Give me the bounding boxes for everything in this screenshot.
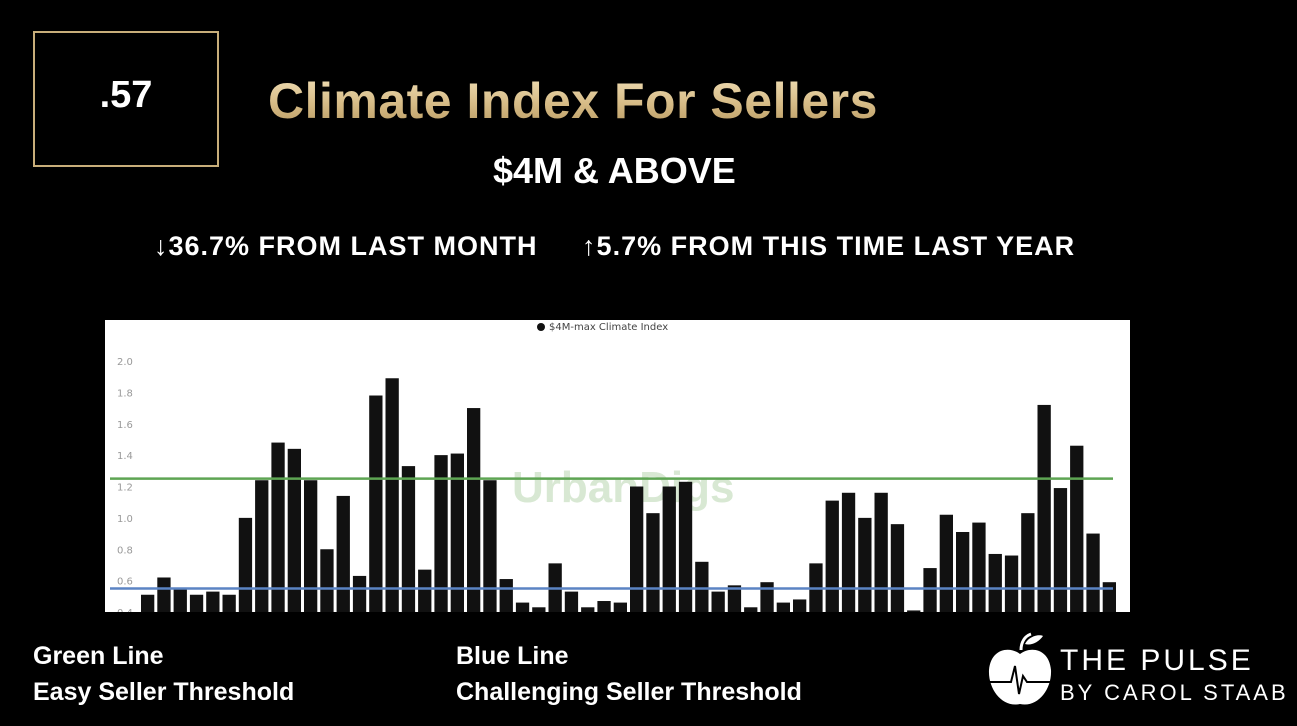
bar xyxy=(890,524,905,612)
bar xyxy=(189,594,204,612)
blue-line-note: Blue Line Challenging Seller Threshold xyxy=(456,638,802,710)
bar xyxy=(434,455,448,612)
arrow-up-icon: ↑ xyxy=(582,231,597,261)
bar xyxy=(1037,404,1051,612)
bar xyxy=(776,602,790,612)
logo-text: THE PULSE BY CAROL STAAB xyxy=(1060,645,1289,709)
bar xyxy=(467,408,481,612)
bar xyxy=(369,395,383,612)
bar xyxy=(825,500,839,612)
bar xyxy=(515,602,530,612)
green-line-title: Green Line xyxy=(33,642,164,670)
index-value-badge: .57 xyxy=(33,31,219,167)
green-line-note: Green Line Easy Seller Threshold xyxy=(33,638,294,710)
bar xyxy=(385,378,399,612)
y-tick-label: 0.8 xyxy=(117,545,133,556)
bar xyxy=(532,607,546,612)
bar xyxy=(1070,445,1084,612)
month-change: 36.7% FROM LAST MONTH xyxy=(168,231,538,261)
bar xyxy=(336,495,350,612)
bar xyxy=(173,588,187,612)
legend-label: $4M-max Climate Index xyxy=(549,322,668,333)
y-tick-label: 0.6 xyxy=(117,577,133,588)
y-tick-label: 1.6 xyxy=(117,420,133,431)
y-tick-label: 0.4 xyxy=(117,608,133,612)
bar xyxy=(793,599,807,612)
bar xyxy=(483,480,497,612)
bar xyxy=(907,610,921,612)
bar xyxy=(304,480,318,612)
bar xyxy=(206,591,220,612)
change-summary: ↓36.7% FROM LAST MONTH ↑5.7% FROM THIS T… xyxy=(154,231,1075,262)
bar xyxy=(222,594,236,612)
bar xyxy=(141,594,155,612)
apple-pulse-logo-icon xyxy=(988,632,1052,705)
bar xyxy=(711,591,725,612)
bar xyxy=(841,492,856,612)
bar xyxy=(972,522,986,612)
bar xyxy=(287,448,301,612)
y-tick-label: 1.4 xyxy=(117,451,133,462)
bar xyxy=(238,517,253,612)
bar xyxy=(1086,533,1100,612)
bar xyxy=(597,601,611,612)
watermark: UrbanDigs xyxy=(512,463,734,512)
bar xyxy=(874,492,888,612)
bar xyxy=(678,481,693,612)
logo-line-2: BY CAROL STAAB xyxy=(1060,680,1289,705)
y-tick-label: 1.0 xyxy=(117,514,133,525)
y-tick-label: 1.8 xyxy=(117,388,133,399)
blue-line-title: Blue Line xyxy=(456,642,569,670)
logo-line-1: THE PULSE xyxy=(1060,644,1254,677)
bar xyxy=(744,607,758,612)
bar xyxy=(727,585,742,612)
bar xyxy=(1102,582,1116,612)
bar xyxy=(695,561,709,612)
slide-title: Climate Index For Sellers xyxy=(268,73,878,129)
climate-index-chart: UrbanDigs 0.4 0.6 0.8 1.0 1.2 1.4 1.6 1.8 2.0 $4… xyxy=(105,320,1130,612)
bar xyxy=(418,569,432,612)
bar xyxy=(450,453,464,612)
bar xyxy=(613,602,627,612)
index-value: .57 xyxy=(99,73,153,116)
bar xyxy=(320,549,334,612)
bar xyxy=(939,514,953,612)
bar xyxy=(858,517,872,612)
bar xyxy=(956,531,970,612)
bar xyxy=(564,591,579,612)
bar xyxy=(1021,513,1035,612)
bar xyxy=(923,568,937,612)
bar xyxy=(760,582,774,612)
bar xyxy=(988,553,1002,612)
green-line-desc: Easy Seller Threshold xyxy=(33,678,295,706)
bar xyxy=(255,480,269,612)
bar xyxy=(352,575,367,612)
bar xyxy=(630,486,644,612)
y-tick-label: 2.0 xyxy=(117,357,133,368)
bar xyxy=(1004,555,1019,612)
bar xyxy=(1053,488,1068,612)
bar xyxy=(646,513,660,612)
legend-swatch xyxy=(537,323,545,331)
arrow-down-icon: ↓ xyxy=(154,231,169,261)
y-tick-label: 1.2 xyxy=(117,483,133,494)
bar xyxy=(271,442,285,612)
blue-line-desc: Challenging Seller Threshold xyxy=(456,678,802,706)
bar xyxy=(401,466,416,612)
bar xyxy=(499,579,513,612)
bar xyxy=(581,607,595,612)
bar xyxy=(157,577,171,612)
bar xyxy=(662,486,676,612)
subtitle-text: $4M & ABOVE xyxy=(493,150,736,191)
year-change: 5.7% FROM THIS TIME LAST YEAR xyxy=(596,231,1076,261)
